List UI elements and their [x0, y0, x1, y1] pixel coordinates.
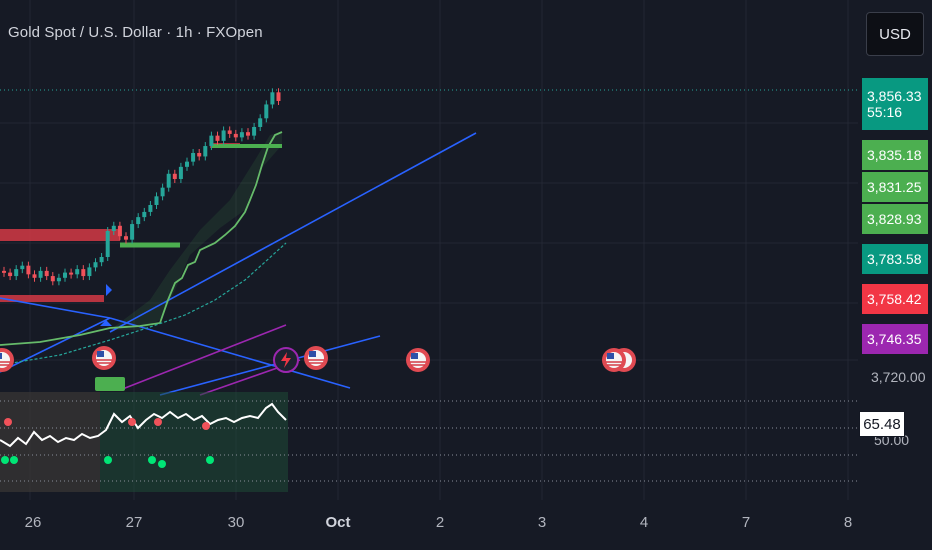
- candle-body: [111, 225, 116, 231]
- rsi-value-label: 65.48: [859, 411, 905, 437]
- price-label-last-price: 3,856.33 55:16: [862, 78, 928, 130]
- resistance-zone-upper: [0, 229, 120, 241]
- candle-body: [93, 262, 98, 268]
- candle-body: [172, 173, 177, 179]
- candle-body: [246, 132, 250, 136]
- candlesticks: [2, 88, 281, 286]
- chart-title: Gold Spot / U.S. Dollar · 1h · FXOpen: [8, 24, 263, 41]
- x-tick-label: 26: [24, 514, 42, 531]
- candle-body: [252, 126, 257, 136]
- us-flag-icon: [406, 348, 430, 372]
- us-flag-icon: [0, 348, 14, 372]
- candle-body: [50, 276, 55, 282]
- us-flag-icon: [304, 346, 328, 370]
- candle-body: [130, 224, 135, 240]
- rsi-background: [0, 392, 288, 492]
- arrow-marker: [100, 320, 112, 326]
- currency-button[interactable]: USD: [866, 12, 924, 56]
- candle-body: [270, 92, 275, 105]
- candle-body: [124, 236, 128, 240]
- candle-body: [20, 265, 25, 270]
- price-label-level-4: 3,783.58: [862, 244, 928, 274]
- x-tick-label: 3: [537, 514, 547, 531]
- x-tick-label: 8: [843, 514, 853, 531]
- arrow-marker: [106, 284, 112, 296]
- price-tick-label: 3,720.00: [871, 369, 926, 385]
- buy-label: [95, 377, 125, 391]
- candle-body: [142, 211, 147, 218]
- blue-trendline-5: [159, 335, 381, 396]
- price-label-level-3: 3,828.93: [862, 204, 928, 234]
- supertrend-line: [0, 131, 283, 346]
- x-tick-label: 30: [227, 514, 245, 531]
- candle-body: [148, 204, 153, 212]
- candle-body: [215, 135, 220, 141]
- candle-body: [44, 270, 49, 277]
- blue-trendline-2: [0, 297, 111, 319]
- x-tick-label: Oct: [325, 514, 351, 531]
- candle-body: [63, 272, 67, 278]
- last-price-value: 3,856.33: [867, 88, 922, 104]
- candle-body: [178, 166, 183, 179]
- candle-body: [38, 270, 43, 278]
- candle-body: [239, 132, 244, 138]
- x-tick-label: 2: [435, 514, 445, 531]
- candle-body: [227, 130, 232, 134]
- rsi-panel: [0, 392, 858, 492]
- blue-trendline-3: [109, 317, 351, 389]
- candle-body: [203, 146, 208, 157]
- candle-body: [117, 225, 122, 237]
- countdown-timer: 55:16: [867, 104, 903, 120]
- trend-fill: [110, 132, 282, 330]
- blue-trendline-1: [109, 132, 477, 333]
- x-tick-label: 7: [741, 514, 751, 531]
- x-tick-label: 27: [125, 514, 143, 531]
- rsi-dots: [1, 418, 214, 468]
- candle-body: [75, 269, 80, 275]
- rsi-line: [0, 402, 287, 448]
- x-tick-label: 4: [639, 514, 649, 531]
- candle-body: [8, 272, 13, 277]
- candle-body: [276, 92, 281, 101]
- candle-body: [221, 130, 226, 141]
- candle-body: [185, 161, 189, 167]
- candle-body: [191, 152, 196, 162]
- candle-body: [81, 269, 86, 277]
- us-flag-icon: [602, 348, 626, 372]
- price-label-level-2: 3,831.25: [862, 172, 928, 202]
- candle-body: [87, 267, 92, 277]
- candle-body: [154, 196, 159, 205]
- candle-body: [197, 152, 202, 157]
- candle-body: [2, 270, 6, 273]
- candle-body: [264, 104, 269, 119]
- candle-body: [105, 230, 110, 257]
- price-label-level-6: 3,746.35: [862, 324, 928, 354]
- price-label-level-1: 3,835.18: [862, 140, 928, 170]
- blue-trendline-4: [0, 317, 111, 373]
- candle-body: [209, 135, 214, 147]
- candle-body: [69, 272, 74, 275]
- candle-body: [136, 217, 141, 225]
- candle-body: [99, 256, 104, 263]
- teal-stepline: [0, 242, 287, 366]
- lightning-event-icon: [273, 347, 299, 373]
- candle-body: [14, 269, 19, 277]
- candle-body: [258, 118, 263, 127]
- candle-body: [233, 133, 238, 138]
- candle-body: [32, 274, 37, 278]
- price-label-level-5: 3,758.42: [862, 284, 928, 314]
- candle-body: [166, 173, 171, 188]
- purple-line-1: [119, 324, 287, 391]
- resistance-zone-mid: [0, 295, 104, 302]
- candle-body: [26, 265, 31, 275]
- candle-body: [56, 277, 61, 282]
- candle-body: [160, 187, 165, 197]
- us-flag-icon: [92, 346, 116, 370]
- event-markers: [0, 346, 636, 373]
